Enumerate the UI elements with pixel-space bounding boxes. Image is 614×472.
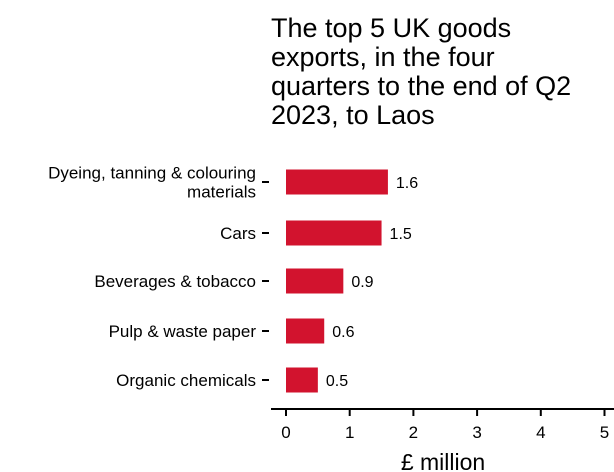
x-tick-label: 3: [472, 423, 481, 442]
bar: [286, 318, 325, 344]
category-label: Pulp & waste paper: [109, 322, 257, 341]
category-label: Cars: [220, 224, 256, 243]
chart-title: The top 5 UK goods exports, in the four …: [271, 13, 572, 130]
bar: [286, 169, 388, 195]
bar: [286, 367, 318, 393]
category-label: Dyeing, tanning & colouring materials: [48, 164, 256, 202]
x-tick-label: 5: [600, 423, 609, 442]
value-label: 1.6: [396, 175, 418, 192]
x-tick-label: 2: [409, 423, 418, 442]
value-label: 0.5: [326, 373, 348, 390]
bar: [286, 268, 344, 294]
bar: [286, 220, 382, 246]
x-tick-label: 1: [345, 423, 354, 442]
category-label: Organic chemicals: [116, 371, 256, 390]
x-tick-label: 0: [281, 423, 290, 442]
value-label: 1.5: [390, 226, 412, 243]
x-axis-title: £ million: [401, 449, 485, 472]
category-label: Beverages & tobacco: [94, 272, 256, 291]
value-label: 0.6: [332, 324, 354, 341]
value-label: 0.9: [351, 274, 373, 291]
x-tick-label: 4: [536, 423, 545, 442]
